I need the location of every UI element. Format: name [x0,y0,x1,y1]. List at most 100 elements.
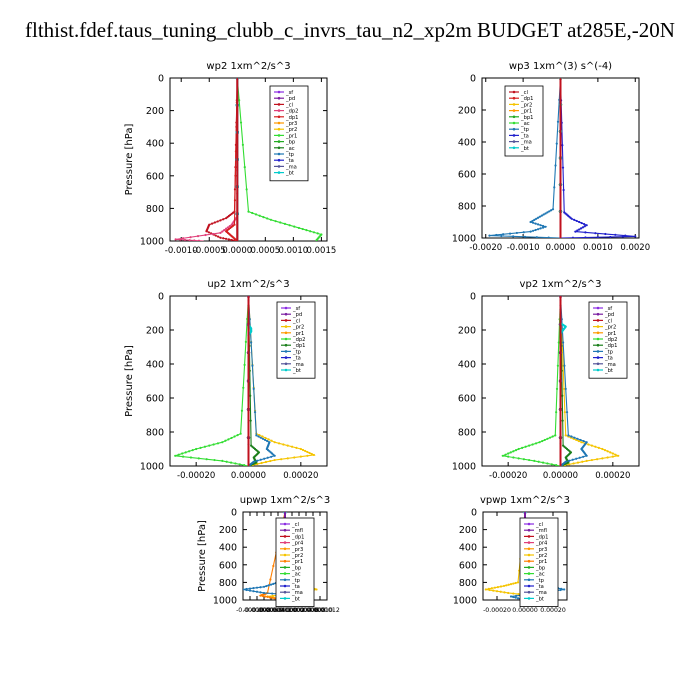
data-point [259,594,262,597]
data-point [512,235,515,238]
y-axis-label: Pressure [hPa] [197,520,208,592]
data-point [221,441,224,444]
data-point [264,436,267,440]
legend-marker [283,553,287,557]
data-point [239,121,243,124]
plot-frame [169,77,328,242]
data-point [538,441,541,444]
legend-item: _dp2 [593,337,617,343]
legend-item: _ta [509,133,529,139]
legend-item: _pd [593,312,614,318]
legend-item: _ac [274,146,295,152]
data-point [604,232,607,236]
legend-item: _pr2 [509,102,532,108]
legend-label: _bp [535,565,546,571]
legend-marker [277,165,281,168]
data-point [174,454,177,457]
legend-item: _pd [281,312,302,318]
data-point [585,459,588,462]
data-point [269,578,272,581]
chart-2: wp3 1xm^(3) s^(-4)02004006008001000-0.00… [452,61,650,253]
x-tick-label: 0.00000 [543,471,578,481]
data-point [191,449,194,452]
data-point [264,595,267,598]
legend-item: _pr1 [280,559,303,565]
data-point [528,444,531,447]
data-point [495,590,499,593]
data-point [188,450,191,453]
y-tick-label: 200 [459,525,477,536]
data-point [548,436,552,439]
legend-marker [512,96,516,100]
data-point [249,394,252,397]
data-point [509,583,513,586]
legend-label: _bt [535,596,544,602]
legend-marker [283,597,287,600]
legend-marker [283,566,287,569]
data-point [217,235,220,238]
legend-marker [283,559,287,563]
data-point [634,235,637,238]
data-point [265,584,268,588]
data-point [266,439,269,443]
y-tick-label: 600 [458,394,476,405]
data-point [299,447,302,451]
data-point [241,143,244,146]
legend-label: _cl [285,102,293,108]
data-point [507,591,510,595]
data-point [504,453,507,456]
data-point [544,225,547,228]
data-point [197,457,200,460]
y-tick-label: 200 [146,326,164,337]
legend-marker [283,584,287,588]
data-point [205,230,208,233]
legend-item: _tp [281,349,302,355]
data-point [222,237,225,240]
data-point [273,597,276,600]
data-point [272,564,275,568]
legend-label: _pr1 [520,109,532,115]
legend-label: _ma [535,590,547,596]
x-tick-label: 0.00020 [283,471,318,481]
x-tick-label: -0.0010 [165,246,198,256]
data-point [585,454,588,457]
y-tick-label: 1000 [213,596,237,607]
data-point [238,463,241,466]
data-point [262,215,265,219]
data-point [611,452,614,455]
y-tick-label: 600 [146,394,164,405]
data-point [226,226,230,229]
data-point [293,225,296,228]
data-point [224,237,228,240]
data-point [258,214,261,217]
data-point [561,166,565,169]
data-point [490,587,493,590]
data-point [213,458,216,462]
data-point [568,463,571,466]
data-point [273,458,276,462]
legend-item: _ma [280,590,303,596]
data-point [580,441,583,444]
legend-label: _ac [535,572,545,578]
series-group [500,296,621,466]
data-point [546,211,549,214]
data-point [270,439,273,442]
data-point [297,226,301,230]
series-line-ta [559,78,636,238]
data-point [517,457,520,460]
data-point [236,434,239,437]
legend-marker [283,578,287,582]
x-tick-label: 0.00000 [272,607,298,614]
data-point [242,386,245,389]
x-tick-label: -0.00010 [236,607,264,614]
data-point [563,411,566,414]
data-point [582,439,585,443]
legend-marker [596,350,600,353]
data-point [488,234,491,237]
data-point [531,229,535,232]
legend-label: _sf [285,90,293,96]
legend-marker [512,90,516,94]
data-point [293,456,296,459]
legend-marker [284,319,288,322]
data-point [301,227,304,231]
